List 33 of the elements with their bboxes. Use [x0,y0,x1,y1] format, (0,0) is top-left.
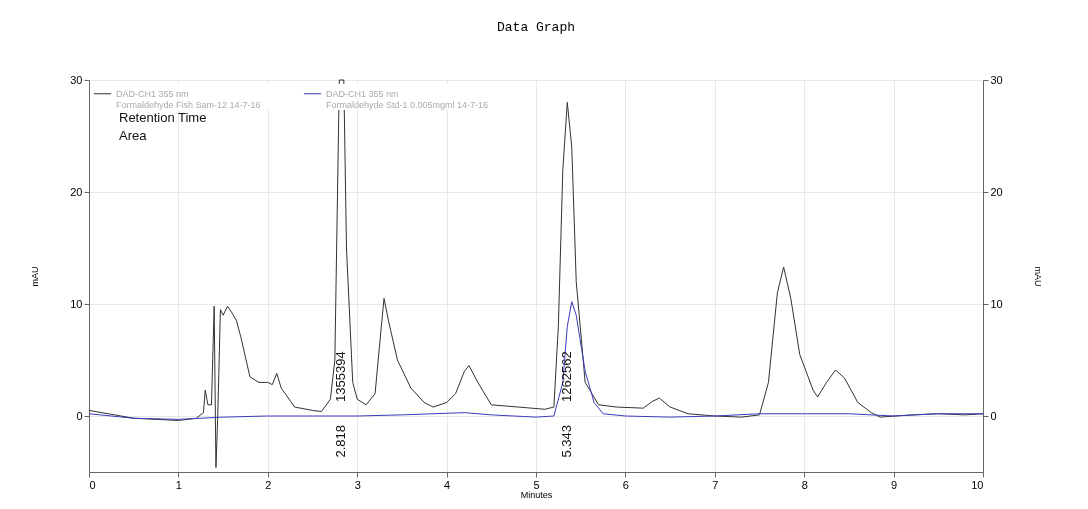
y-tick-label: 20 [70,185,83,198]
y-axis-title: mAU [30,266,41,287]
x-tick-label: 2 [265,478,272,491]
y2-axis-title: mAU [1032,266,1043,287]
y2-tick-label: 10 [990,297,1003,310]
annotation: 5.343 [559,425,574,458]
legend-label: DAD-CH1 355 nm Formaldehyde Std-1 0.005mgml 14-7-16 [326,88,489,110]
x-tick-label: 0 [89,478,96,491]
x-tick-label: 7 [712,478,719,491]
y-tick-label: 10 [70,297,83,310]
annotation: Retention Time [119,110,207,125]
annotation: 1262562 [559,351,574,402]
x-tick-label: 5 [533,478,540,491]
y-tick-label: 30 [70,73,83,86]
line-series [88,79,984,469]
annotation: 2.818 [333,425,348,458]
line-series [88,301,984,420]
x-tick-label: 9 [891,478,898,491]
y2-tick-label: 20 [990,185,1003,198]
annotation: Area [119,128,148,143]
y-tick-label: 0 [76,409,83,422]
x-axis-title: Minutes [520,489,553,500]
y2-tick-label: 0 [990,409,997,422]
legend-label: DAD-CH1 355 nm Formaldehyde Fish Sam-12 14-7-16 [116,88,261,110]
x-tick-label: 8 [801,478,808,491]
annotation: 1355394 [333,351,348,402]
x-tick-label: 10 [971,478,984,491]
x-tick-label: 6 [622,478,629,491]
chart-title: Data Graph [496,20,576,35]
y2-tick-label: 30 [990,73,1003,86]
x-tick-label: 4 [444,478,451,491]
x-tick-label: 1 [175,478,182,491]
x-tick-label: 3 [354,478,361,491]
